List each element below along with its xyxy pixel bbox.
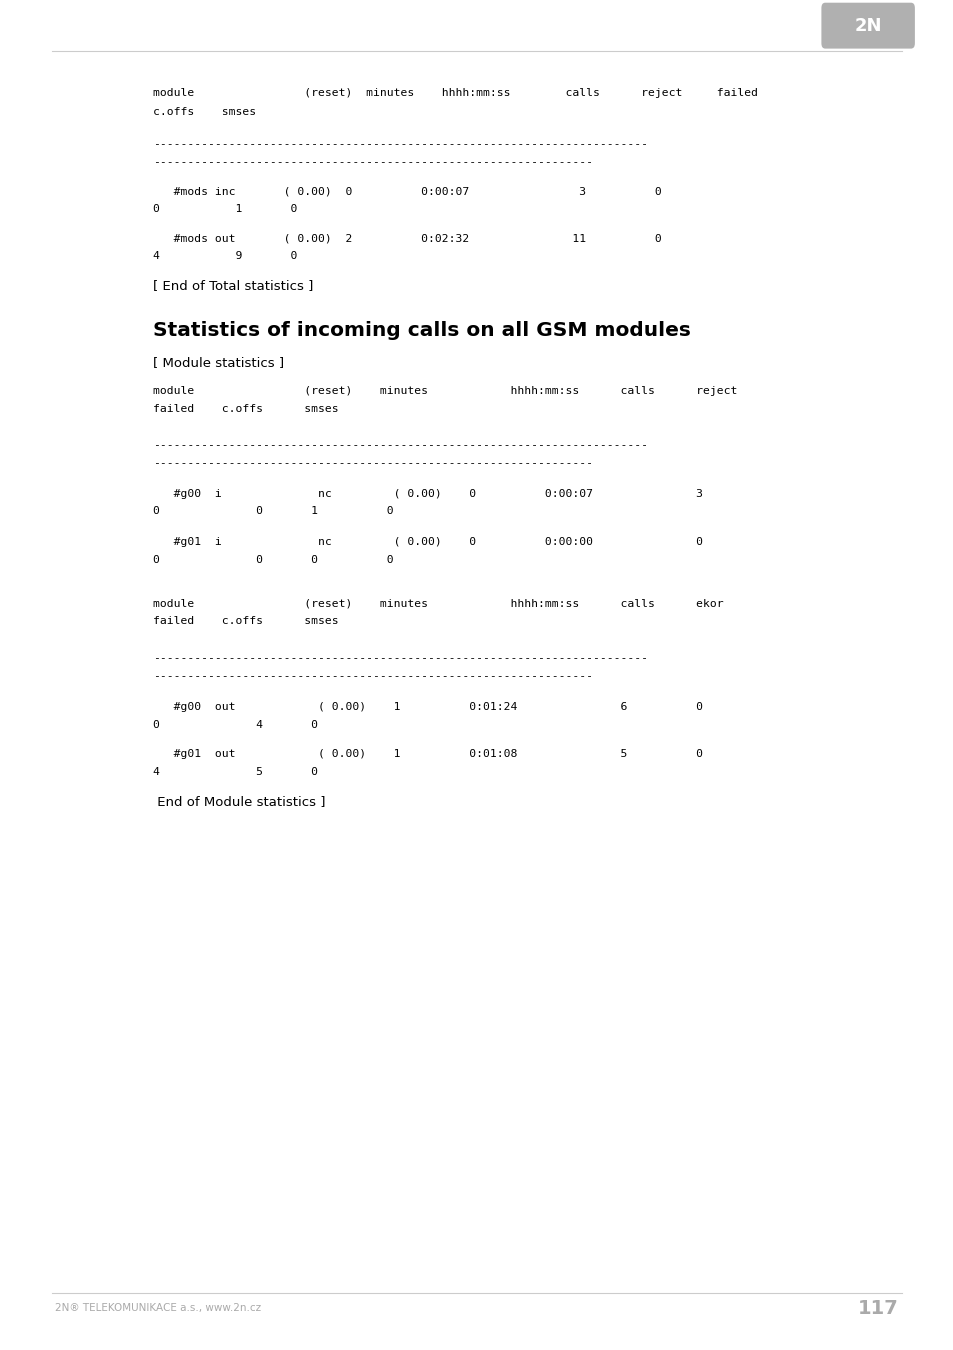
Text: ----------------------------------------------------------------: ----------------------------------------… bbox=[152, 671, 592, 680]
Text: ----------------------------------------------------------------: ----------------------------------------… bbox=[152, 458, 592, 467]
Text: module                (reset)    minutes            hhhh:mm:ss      calls      e: module (reset) minutes hhhh:mm:ss calls … bbox=[152, 598, 722, 608]
Text: 0              4       0: 0 4 0 bbox=[152, 720, 317, 729]
Text: #mods inc       ( 0.00)  0          0:00:07                3          0: #mods inc ( 0.00) 0 0:00:07 3 0 bbox=[152, 186, 660, 196]
Text: ----------------------------------------------------------------: ----------------------------------------… bbox=[152, 157, 592, 166]
Text: module                (reset)    minutes            hhhh:mm:ss      calls      r: module (reset) minutes hhhh:mm:ss calls … bbox=[152, 386, 737, 396]
Text: #mods out       ( 0.00)  2          0:02:32               11          0: #mods out ( 0.00) 2 0:02:32 11 0 bbox=[152, 234, 660, 243]
Text: 0           1       0: 0 1 0 bbox=[152, 204, 296, 213]
Text: 4              5       0: 4 5 0 bbox=[152, 767, 317, 776]
Text: c.offs    smses: c.offs smses bbox=[152, 107, 255, 116]
Text: module                (reset)  minutes    hhhh:mm:ss        calls      reject   : module (reset) minutes hhhh:mm:ss calls … bbox=[152, 88, 757, 97]
Text: 4           9       0: 4 9 0 bbox=[152, 251, 296, 261]
Text: [ Module statistics ]: [ Module statistics ] bbox=[152, 356, 283, 370]
Text: failed    c.offs      smses: failed c.offs smses bbox=[152, 404, 338, 413]
Text: #g00  i              nc         ( 0.00)    0          0:00:07               3: #g00 i nc ( 0.00) 0 0:00:07 3 bbox=[152, 489, 702, 498]
Text: 117: 117 bbox=[857, 1299, 898, 1318]
Text: #g00  out            ( 0.00)    1          0:01:24               6          0: #g00 out ( 0.00) 1 0:01:24 6 0 bbox=[152, 702, 702, 711]
Text: End of Module statistics ]: End of Module statistics ] bbox=[152, 795, 325, 809]
Text: 0              0       0          0: 0 0 0 0 bbox=[152, 555, 393, 564]
Text: #g01  i              nc         ( 0.00)    0          0:00:00               0: #g01 i nc ( 0.00) 0 0:00:00 0 bbox=[152, 537, 702, 547]
Text: failed    c.offs      smses: failed c.offs smses bbox=[152, 616, 338, 625]
Text: ------------------------------------------------------------------------: ----------------------------------------… bbox=[152, 139, 647, 148]
FancyBboxPatch shape bbox=[821, 3, 914, 49]
Text: ------------------------------------------------------------------------: ----------------------------------------… bbox=[152, 653, 647, 663]
Text: 2N: 2N bbox=[854, 16, 881, 35]
Text: Statistics of incoming calls on all GSM modules: Statistics of incoming calls on all GSM … bbox=[152, 321, 690, 340]
Text: ------------------------------------------------------------------------: ----------------------------------------… bbox=[152, 440, 647, 450]
Text: 2N® TELEKOMUNIKACE a.s., www.2n.cz: 2N® TELEKOMUNIKACE a.s., www.2n.cz bbox=[55, 1303, 261, 1314]
Text: #g01  out            ( 0.00)    1          0:01:08               5          0: #g01 out ( 0.00) 1 0:01:08 5 0 bbox=[152, 749, 702, 759]
Text: [ End of Total statistics ]: [ End of Total statistics ] bbox=[152, 279, 313, 293]
Text: 0              0       1          0: 0 0 1 0 bbox=[152, 506, 393, 516]
